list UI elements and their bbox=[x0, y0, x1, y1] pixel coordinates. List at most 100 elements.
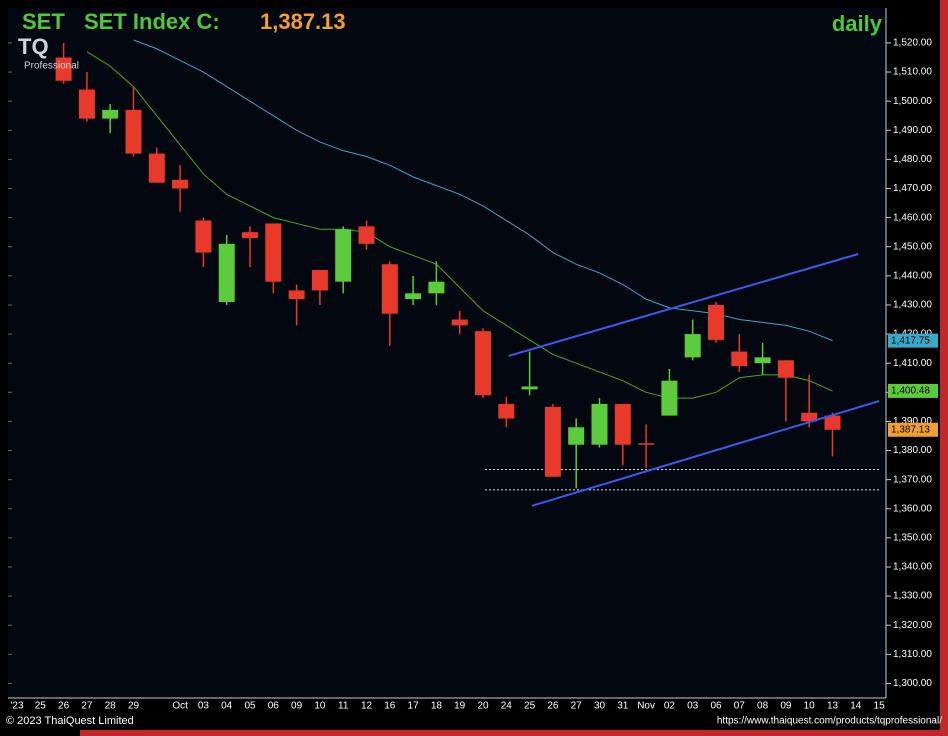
trendline bbox=[531, 400, 880, 507]
moving-average bbox=[86, 51, 833, 399]
candle-body bbox=[568, 427, 585, 445]
logo-subtitle: Professional bbox=[24, 61, 79, 72]
x-tick-label: 30 bbox=[594, 701, 606, 712]
y-tick-label: 1,330.00 bbox=[893, 591, 932, 602]
x-tick-label: 26 bbox=[58, 701, 70, 712]
y-tick-label: 1,430.00 bbox=[893, 300, 932, 311]
x-tick-label: Oct bbox=[172, 701, 188, 712]
y-tick-label: 1,350.00 bbox=[893, 533, 932, 544]
x-tick-label: 31 bbox=[617, 701, 629, 712]
x-tick-label: 24 bbox=[501, 701, 513, 712]
x-tick-label: 04 bbox=[221, 701, 233, 712]
x-tick-label: 25 bbox=[35, 701, 47, 712]
x-tick-label: 09 bbox=[291, 701, 303, 712]
y-tick-label: 1,380.00 bbox=[893, 445, 932, 456]
x-tick-label: Nov bbox=[637, 701, 655, 712]
x-tick-label: 19 bbox=[454, 701, 466, 712]
x-tick-label: 03 bbox=[687, 701, 699, 712]
candle-body bbox=[451, 319, 468, 326]
candle-body bbox=[731, 351, 748, 367]
x-tick-label: 03 bbox=[198, 701, 210, 712]
x-tick-label: 11 bbox=[338, 701, 349, 712]
y-tick-label: 1,370.00 bbox=[893, 474, 932, 485]
y-tick-label: 1,390.00 bbox=[893, 416, 932, 427]
frame bbox=[80, 730, 948, 736]
candle-body bbox=[544, 406, 561, 477]
candle-body bbox=[638, 443, 655, 445]
x-tick-label: 09 bbox=[780, 701, 792, 712]
close-label: 1,387.13 bbox=[260, 9, 346, 34]
price-tag-label: 1,417.75 bbox=[891, 335, 930, 346]
y-tick-label: 1,440.00 bbox=[893, 270, 932, 281]
y-tick-label: 1,410.00 bbox=[893, 358, 932, 369]
candle-body bbox=[288, 290, 305, 300]
candle-body bbox=[801, 412, 818, 422]
candle-body bbox=[265, 223, 282, 282]
candle-body bbox=[55, 57, 72, 81]
y-tick-label: 1,300.00 bbox=[893, 678, 932, 689]
x-tick-label: 18 bbox=[431, 701, 443, 712]
symbol: SET bbox=[22, 9, 65, 34]
frame bbox=[940, 0, 948, 736]
y-tick-label: 1,480.00 bbox=[893, 154, 932, 165]
x-tick-label: 13 bbox=[827, 701, 839, 712]
price-tag bbox=[888, 333, 938, 348]
x-tick-label: 29 bbox=[128, 701, 140, 712]
y-tick-label: 1,320.00 bbox=[893, 620, 932, 631]
candle-body bbox=[498, 403, 515, 419]
y-tick-label: 1,450.00 bbox=[893, 241, 932, 252]
x-tick-label: 27 bbox=[571, 701, 583, 712]
x-tick-label: '23 bbox=[10, 701, 23, 712]
x-tick-label: 15 bbox=[874, 701, 886, 712]
candle-body bbox=[591, 403, 608, 445]
candle-body bbox=[521, 386, 538, 390]
candle-body bbox=[824, 415, 841, 430]
y-tick-label: 1,340.00 bbox=[893, 562, 932, 573]
candle-body bbox=[684, 334, 701, 358]
y-tick-label: 1,310.00 bbox=[893, 649, 932, 660]
trendline bbox=[508, 253, 859, 357]
candle-body bbox=[358, 226, 375, 244]
candle-body bbox=[242, 232, 258, 238]
x-tick-label: 16 bbox=[384, 701, 396, 712]
candle-body bbox=[614, 403, 631, 445]
price-tag bbox=[888, 383, 938, 398]
candle-body bbox=[708, 304, 724, 340]
y-tick-label: 1,490.00 bbox=[893, 125, 932, 136]
x-tick-label: 26 bbox=[547, 701, 559, 712]
candle-body bbox=[102, 109, 119, 119]
x-tick-label: 28 bbox=[105, 701, 117, 712]
plot bbox=[55, 39, 880, 507]
candle-body bbox=[218, 243, 235, 303]
candle-body bbox=[381, 264, 398, 314]
x-tick-label: 20 bbox=[477, 701, 489, 712]
chart-title: SET Index C: bbox=[84, 9, 220, 34]
candle-body bbox=[754, 357, 771, 364]
candle-body bbox=[311, 270, 328, 291]
x-tick-label: 12 bbox=[361, 701, 373, 712]
x-tick-label: 02 bbox=[664, 701, 676, 712]
x-tick-label: 14 bbox=[850, 701, 862, 712]
y-tick-label: 1,470.00 bbox=[893, 183, 932, 194]
x-tick-label: 05 bbox=[244, 701, 256, 712]
price-tag-label: 1,400.48 bbox=[891, 386, 930, 397]
source-url: https://www.thaiquest.com/products/tqpro… bbox=[717, 716, 942, 727]
y-tick-label: 1,360.00 bbox=[893, 503, 932, 514]
candle-body bbox=[777, 360, 794, 378]
candle-body bbox=[335, 229, 352, 282]
price-tag-label: 1,387.13 bbox=[891, 424, 930, 435]
x-tick-label: 10 bbox=[804, 701, 816, 712]
y-tick-label: 1,500.00 bbox=[893, 96, 932, 107]
x-tick-label: 08 bbox=[757, 701, 769, 712]
x-tick-label: 17 bbox=[408, 701, 420, 712]
x-tick-label: 06 bbox=[268, 701, 280, 712]
y-tick-label: 1,460.00 bbox=[893, 212, 932, 223]
candle-body bbox=[195, 220, 212, 253]
candle-body bbox=[172, 179, 189, 189]
x-tick-label: 25 bbox=[524, 701, 536, 712]
x-tick-label: 10 bbox=[314, 701, 326, 712]
candle-body bbox=[148, 153, 165, 183]
y-tick-label: 1,520.00 bbox=[893, 38, 932, 49]
candle-body bbox=[405, 293, 422, 300]
